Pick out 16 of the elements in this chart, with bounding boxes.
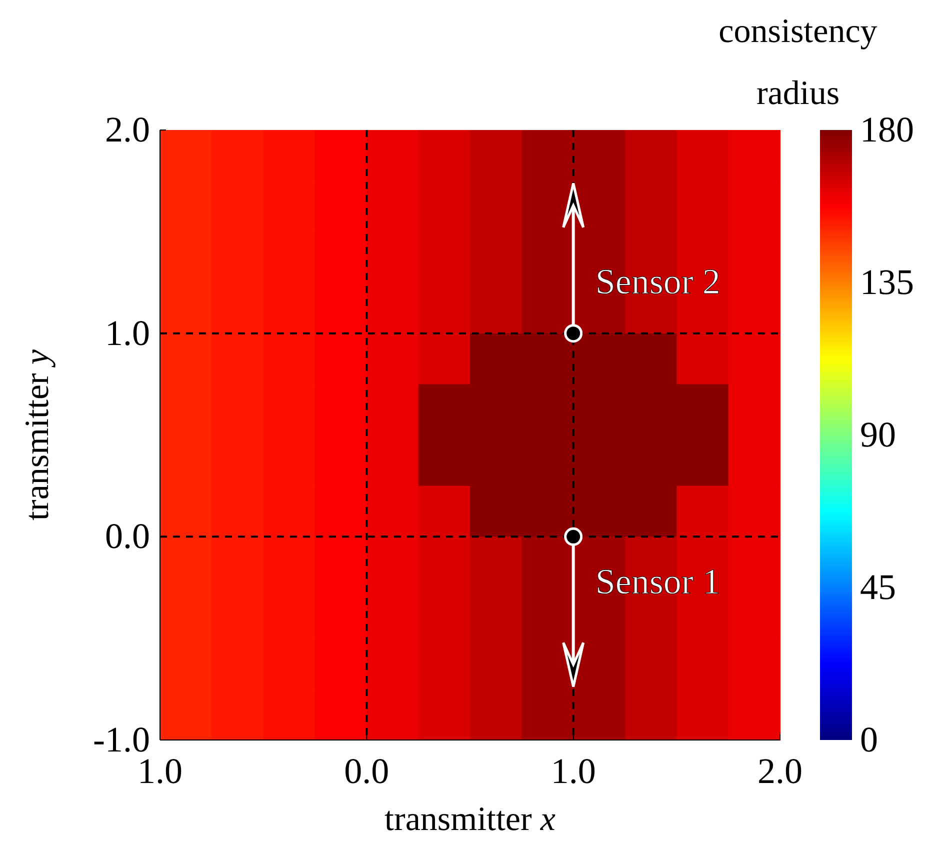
color-bar-label: 45 [860,567,896,608]
x-axis-title: transmitter x [384,801,556,838]
color-bar-title: consistency radius [718,13,878,112]
x-tick-label: 0.0 [344,750,390,791]
y-tick-label: 0.0 [105,516,150,556]
x-tick-label: 1.0 [550,750,596,791]
y-tick-label: 2.0 [105,110,150,150]
x-tick-label: 2.0 [758,750,802,791]
color-bar-label: 90 [860,414,896,455]
annotation: Sensor 2 [595,261,720,302]
color-bar-label: 135 [860,262,914,302]
color-bar-label: 0 [860,720,878,760]
y-axis-title: transmitter y [19,348,56,520]
annotation: Sensor 1 [595,562,720,602]
color-bar-label: 180 [860,110,914,150]
y-tick-label: 1.0 [105,312,150,353]
